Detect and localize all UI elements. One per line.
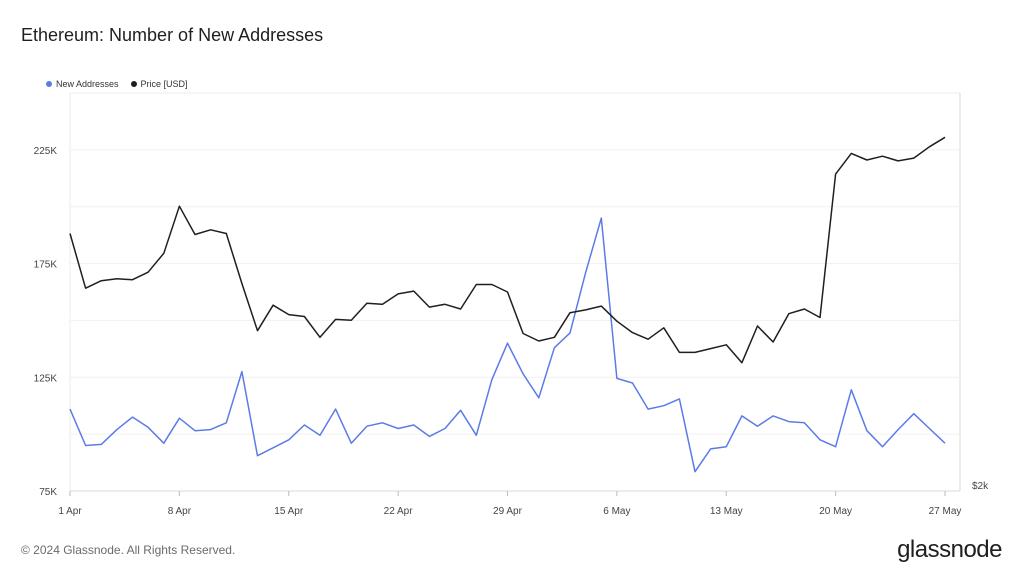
y-tick-label: 225K xyxy=(34,146,58,157)
legend-dot-new-addresses xyxy=(46,81,52,87)
x-tick-label: 8 Apr xyxy=(168,506,192,517)
x-tick-label: 15 Apr xyxy=(274,506,304,517)
copyright-footer: © 2024 Glassnode. All Rights Reserved. xyxy=(21,543,236,557)
legend-label-new-addresses: New Addresses xyxy=(56,79,119,89)
chart-legend: New Addresses Price [USD] xyxy=(46,79,188,89)
x-axis-ticks: 1 Apr 8 Apr 15 Apr 22 Apr 29 Apr 6 May 13 May 2… xyxy=(58,491,961,517)
price-line xyxy=(69,136,946,364)
y-tick-label: 125K xyxy=(34,373,58,384)
glassnode-logo: glassnode xyxy=(897,536,1002,563)
gridlines xyxy=(70,149,960,435)
series-lines xyxy=(69,136,946,473)
legend-dot-price xyxy=(130,81,137,87)
x-tick-label: 13 May xyxy=(710,506,743,517)
y-tick-label: 175K xyxy=(34,260,58,271)
x-tick-label: 22 Apr xyxy=(384,506,414,517)
y-axis-ticks: 75K 125K 175K 225K $2k xyxy=(34,146,989,498)
x-tick-label: 6 May xyxy=(603,506,630,517)
chart-title: Ethereum: Number of New Addresses xyxy=(21,25,324,45)
y-tick-label: 75K xyxy=(39,487,57,498)
legend-item-new-addresses[interactable]: New Addresses xyxy=(46,79,119,89)
x-tick-label: 20 May xyxy=(819,506,852,517)
y-right-tick-label: $2k xyxy=(972,481,989,492)
legend-item-price[interactable]: Price [USD] xyxy=(130,79,188,89)
new-addresses-line xyxy=(69,217,946,473)
x-tick-label: 29 Apr xyxy=(493,506,523,517)
x-tick-label: 27 May xyxy=(929,506,962,517)
x-tick-label: 1 Apr xyxy=(58,506,82,517)
legend-label-price: Price [USD] xyxy=(140,79,188,89)
